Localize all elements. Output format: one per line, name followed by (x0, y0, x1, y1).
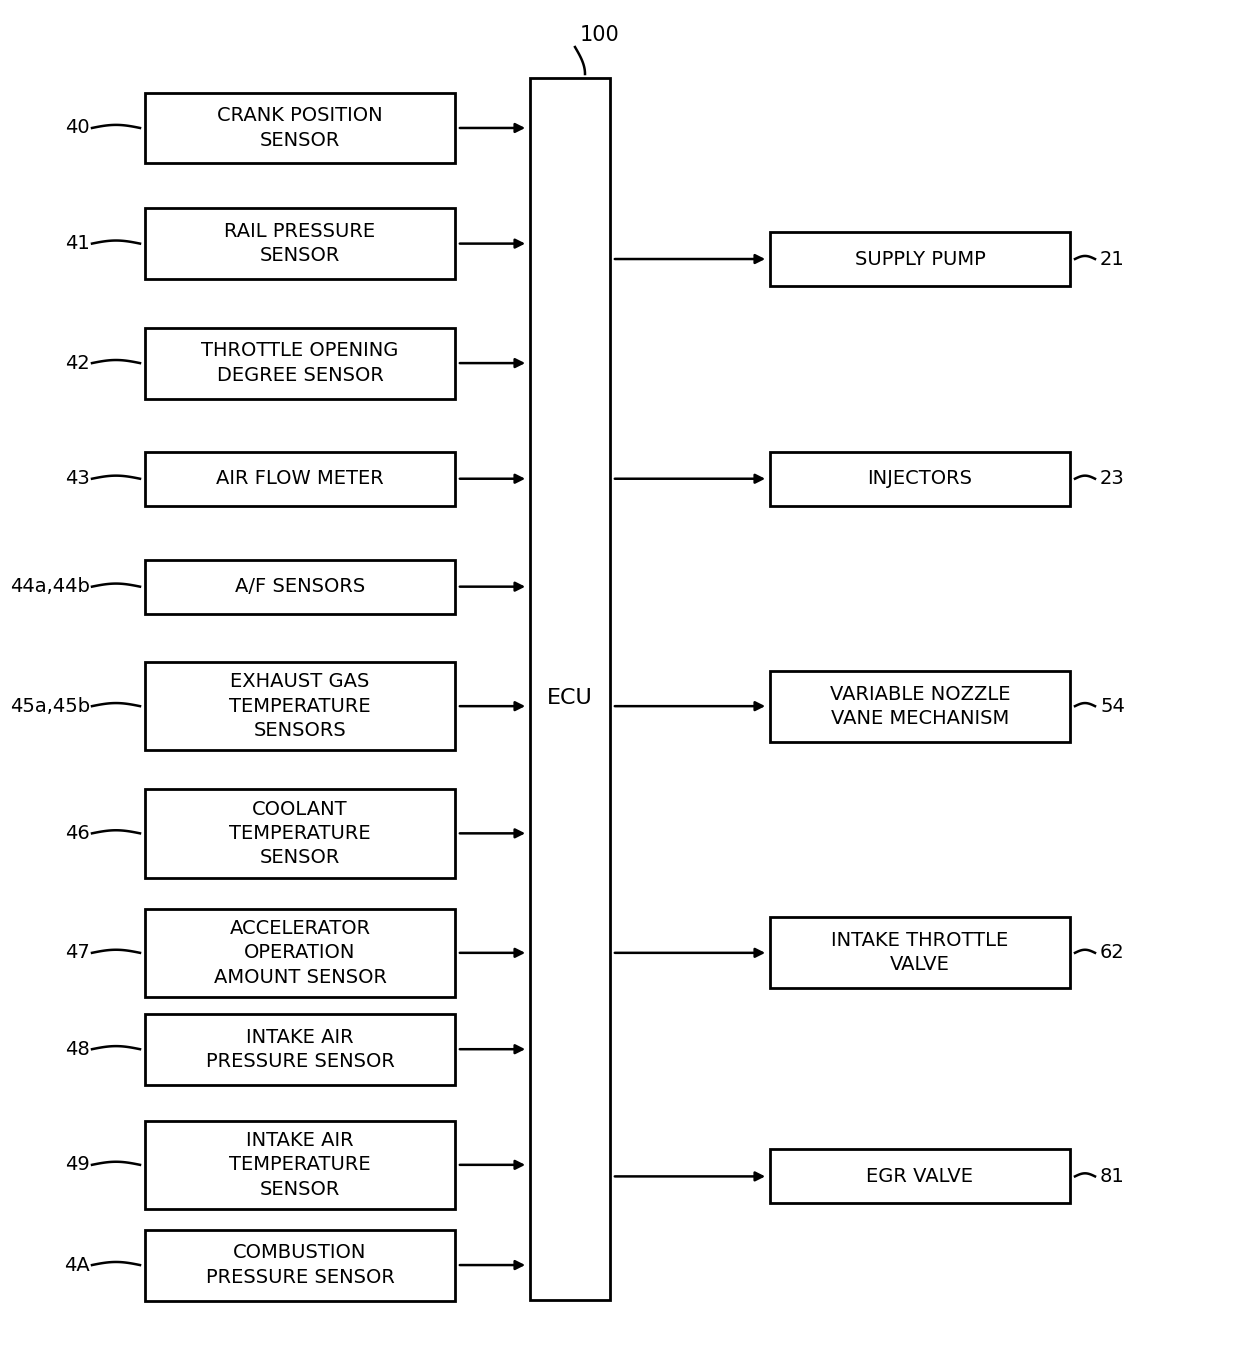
Bar (770, 670, 1070, 742)
Bar (145, 93, 455, 163)
Bar (145, 1014, 455, 1085)
Text: AIR FLOW METER: AIR FLOW METER (216, 470, 384, 489)
Bar (145, 789, 455, 878)
Bar (145, 1230, 455, 1300)
Text: 23: 23 (1100, 470, 1125, 489)
Bar (145, 662, 455, 751)
Bar (770, 1149, 1070, 1203)
Text: A/F SENSORS: A/F SENSORS (234, 577, 365, 596)
Bar (770, 452, 1070, 506)
Text: INTAKE AIR
PRESSURE SENSOR: INTAKE AIR PRESSURE SENSOR (206, 1027, 394, 1071)
Text: COOLANT
TEMPERATURE
SENSOR: COOLANT TEMPERATURE SENSOR (229, 800, 371, 867)
Text: 40: 40 (66, 118, 91, 137)
Bar (145, 909, 455, 997)
Text: 42: 42 (66, 354, 91, 373)
Text: 4A: 4A (64, 1256, 91, 1275)
Text: EXHAUST GAS
TEMPERATURE
SENSORS: EXHAUST GAS TEMPERATURE SENSORS (229, 673, 371, 740)
Text: 44a,44b: 44a,44b (10, 577, 91, 596)
Text: THROTTLE OPENING
DEGREE SENSOR: THROTTLE OPENING DEGREE SENSOR (201, 342, 399, 385)
Bar (145, 560, 455, 614)
Text: 49: 49 (66, 1155, 91, 1174)
Text: 41: 41 (66, 234, 91, 253)
Text: COMBUSTION
PRESSURE SENSOR: COMBUSTION PRESSURE SENSOR (206, 1244, 394, 1287)
Text: ACCELERATOR
OPERATION
AMOUNT SENSOR: ACCELERATOR OPERATION AMOUNT SENSOR (213, 919, 387, 987)
Text: RAIL PRESSURE
SENSOR: RAIL PRESSURE SENSOR (224, 222, 376, 265)
Text: INTAKE THROTTLE
VALVE: INTAKE THROTTLE VALVE (831, 931, 1008, 975)
Text: 48: 48 (66, 1039, 91, 1059)
Bar (145, 1120, 455, 1209)
Text: 43: 43 (66, 470, 91, 489)
Text: 21: 21 (1100, 249, 1125, 268)
Bar (145, 327, 455, 398)
Text: ECU: ECU (547, 688, 593, 708)
Text: 81: 81 (1100, 1167, 1125, 1186)
Bar (770, 918, 1070, 988)
Text: 46: 46 (66, 824, 91, 843)
Text: 54: 54 (1100, 697, 1125, 716)
Bar (529, 78, 610, 1300)
Text: 45a,45b: 45a,45b (10, 697, 91, 716)
Text: SUPPLY PUMP: SUPPLY PUMP (854, 249, 986, 268)
Text: VARIABLE NOZZLE
VANE MECHANISM: VARIABLE NOZZLE VANE MECHANISM (830, 685, 1011, 728)
Text: INTAKE AIR
TEMPERATURE
SENSOR: INTAKE AIR TEMPERATURE SENSOR (229, 1131, 371, 1198)
Bar (770, 232, 1070, 285)
Bar (145, 209, 455, 279)
Text: 62: 62 (1100, 944, 1125, 962)
Text: 47: 47 (66, 944, 91, 962)
Text: 100: 100 (580, 26, 620, 46)
Bar (145, 452, 455, 506)
Text: INJECTORS: INJECTORS (868, 470, 972, 489)
Text: CRANK POSITION
SENSOR: CRANK POSITION SENSOR (217, 106, 383, 149)
Text: EGR VALVE: EGR VALVE (867, 1167, 973, 1186)
